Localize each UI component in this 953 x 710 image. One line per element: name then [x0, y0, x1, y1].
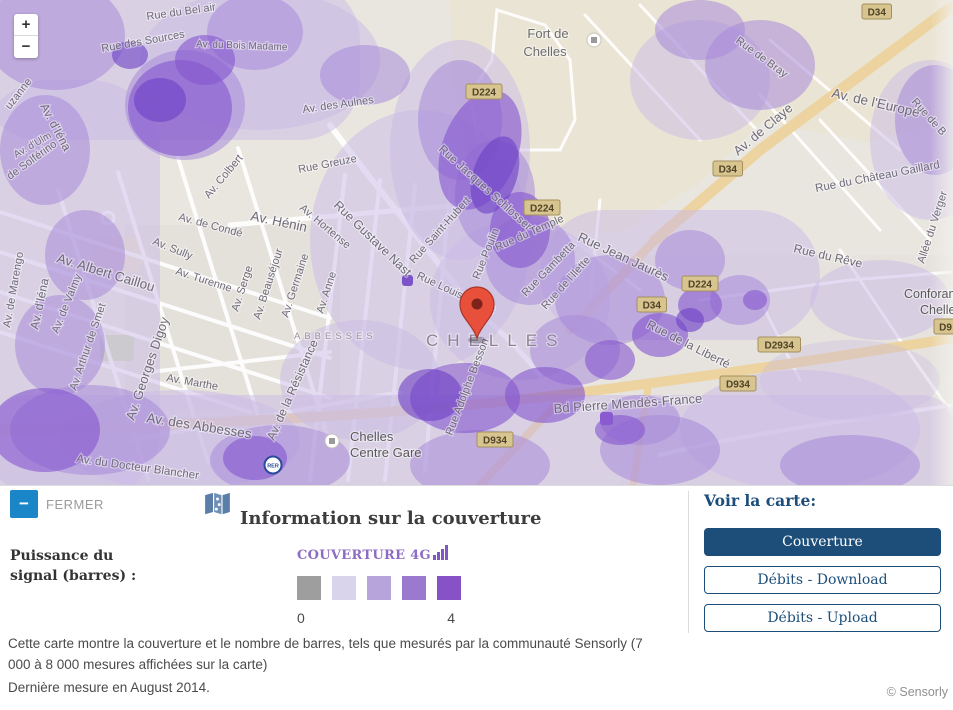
legend-swatch	[437, 576, 461, 600]
zoom-out-button[interactable]: −	[14, 36, 38, 58]
street-label: Av. du Bois Madame	[196, 39, 288, 53]
info-panel: − FERMER Information sur la couverture P…	[0, 485, 953, 710]
signal-strength-label: Puissance du signal (barres) :	[10, 548, 137, 584]
map-icon	[204, 490, 231, 522]
svg-text:D934: D934	[726, 380, 750, 391]
debits-upload-button[interactable]: Débits - Upload	[704, 604, 941, 632]
map-pin	[459, 286, 495, 344]
legend-swatch	[402, 576, 426, 600]
svg-text:D934: D934	[483, 436, 507, 447]
svg-text:D224: D224	[472, 88, 496, 99]
legend-min: 0	[297, 610, 305, 626]
view-map-section: Voir la carte: Couverture Débits - Downl…	[704, 491, 941, 642]
street-label: Chelles	[350, 429, 394, 444]
road-shield: D934	[476, 431, 514, 448]
legend-swatches	[297, 576, 467, 600]
view-map-title: Voir la carte:	[704, 491, 817, 510]
road-shields: D224 D224 D224 D34 D34 D34 D934 D934 D2934 D9	[465, 3, 953, 448]
panel-title: Information sur la couverture	[240, 507, 542, 529]
poi-shop-icon	[600, 412, 613, 425]
road-shield: D2934	[757, 336, 801, 353]
street-label: CHELLES	[426, 331, 566, 350]
svg-text:D224: D224	[530, 204, 554, 215]
street-label: Conforama	[904, 287, 953, 301]
svg-text:D2934: D2934	[765, 341, 795, 352]
road-shield: D224	[523, 199, 561, 216]
road-shield: D224	[681, 275, 719, 292]
road-shield: D9	[933, 318, 953, 335]
svg-text:RER: RER	[267, 464, 279, 470]
map-canvas[interactable]: RER Rue du Bel air Rue des Sources Av. du …	[0, 0, 953, 485]
legend-max: 4	[447, 610, 455, 626]
svg-text:D224: D224	[688, 280, 712, 291]
road-shield: D34	[712, 160, 743, 177]
coverage-darkest	[112, 41, 704, 421]
poi-shop-icon	[402, 275, 413, 286]
street-label: Fort de	[527, 26, 568, 41]
collapse-panel-label[interactable]: FERMER	[46, 497, 104, 512]
copyright-label: © Sensorly	[886, 685, 948, 699]
legend-scale: 0 4	[297, 610, 461, 626]
note-text: Cette carte montre la couverture et le n…	[8, 636, 643, 672]
svg-text:D34: D34	[719, 165, 738, 176]
road-shield: D224	[465, 83, 503, 100]
note-date: Dernière mesure en August 2014.	[8, 680, 210, 695]
svg-text:D34: D34	[643, 301, 662, 312]
svg-text:D34: D34	[868, 8, 887, 19]
coverage-note: Cette carte montre la couverture et le n…	[8, 633, 668, 698]
signal-bars-icon	[433, 544, 448, 560]
legend-swatch	[332, 576, 356, 600]
collapse-panel-button[interactable]: −	[10, 490, 38, 518]
map-zoom-control: + −	[14, 14, 38, 58]
panel-divider	[688, 491, 689, 633]
zoom-in-button[interactable]: +	[14, 14, 38, 36]
legend-swatch	[297, 576, 321, 600]
street-label: Chelles	[523, 44, 567, 59]
couverture-button[interactable]: Couverture	[704, 528, 941, 556]
svg-text:D9: D9	[939, 323, 952, 334]
road-shield: D934	[719, 375, 757, 392]
street-label: Chelles	[920, 303, 953, 317]
street-label: ABBESSES	[294, 331, 377, 342]
debits-download-button[interactable]: Débits - Download	[704, 566, 941, 594]
street-label: Centre Gare	[350, 445, 422, 460]
road-shield: D34	[636, 296, 667, 313]
rer-icon: RER	[263, 455, 283, 475]
coverage-legend: COUVERTURE 4G 0 4	[297, 544, 467, 626]
legend-swatch	[367, 576, 391, 600]
legend-title: COUVERTURE 4G	[297, 548, 431, 563]
poi-icons: RER	[263, 32, 613, 475]
road-shield: D34	[861, 3, 892, 20]
